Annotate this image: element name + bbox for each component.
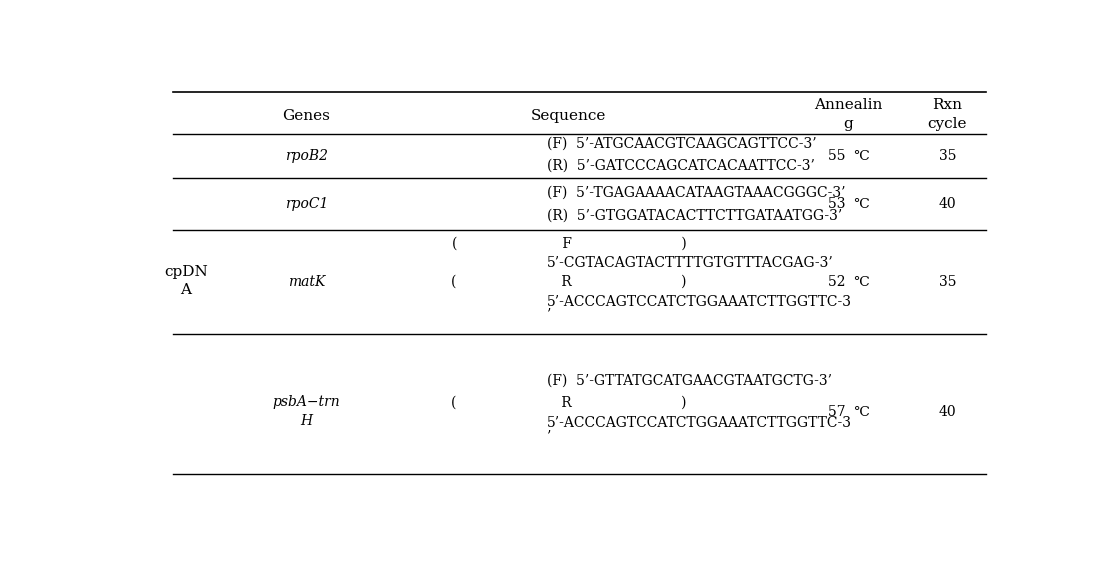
Text: 55  ℃: 55 ℃ [828,149,869,163]
Text: 57  ℃: 57 ℃ [828,405,869,419]
Text: rpoB2: rpoB2 [285,149,327,163]
Text: 35: 35 [939,275,956,288]
Text: ’: ’ [547,307,552,321]
Text: cpDN: cpDN [164,265,208,279]
Text: 53  ℃: 53 ℃ [828,197,869,211]
Text: (                        R                         ): ( R ) [451,395,687,409]
Text: (R)  5’-GATCCCAGCATCACAATTCC-3’: (R) 5’-GATCCCAGCATCACAATTCC-3’ [547,159,815,173]
Text: 40: 40 [939,197,956,211]
Text: H: H [301,414,313,428]
Text: (                        F                         ): ( F ) [452,237,686,251]
Text: Annealin: Annealin [815,98,882,112]
Text: ’: ’ [547,429,552,443]
Text: Rxn: Rxn [932,98,962,112]
Text: 5’-ACCCAGTCCATCTGGAAATCTTGGTTC-3: 5’-ACCCAGTCCATCTGGAAATCTTGGTTC-3 [547,416,852,430]
Text: Sequence: Sequence [532,109,606,123]
Text: 5’-CGTACAGTACTTTTGTGTTTACGAG-3’: 5’-CGTACAGTACTTTTGTGTTTACGAG-3’ [547,256,834,270]
Text: (F)  5’-GTTATGCATGAACGTAATGCTG-3’: (F) 5’-GTTATGCATGAACGTAATGCTG-3’ [547,374,832,388]
Text: Genes: Genes [283,109,331,123]
Text: (                        R                         ): ( R ) [451,275,687,288]
Text: (F)  5’-TGAGAAAACATAAGTAAACGGGC-3’: (F) 5’-TGAGAAAACATAAGTAAACGGGC-3’ [547,185,846,199]
Text: rpoC1: rpoC1 [285,197,329,211]
Text: psbA−trn: psbA−trn [273,395,341,409]
Text: A: A [181,283,192,297]
Text: g: g [844,117,854,131]
Text: (F)  5’-ATGCAACGTCAAGCAGTTCC-3’: (F) 5’-ATGCAACGTCAAGCAGTTCC-3’ [547,137,817,151]
Text: 35: 35 [939,149,956,163]
Text: matK: matK [287,275,325,288]
Text: (R)  5’-GTGGATACACTTCTTGATAATGG-3’: (R) 5’-GTGGATACACTTCTTGATAATGG-3’ [547,208,842,223]
Text: 52  ℃: 52 ℃ [828,275,869,288]
Text: 5’-ACCCAGTCCATCTGGAAATCTTGGTTC-3: 5’-ACCCAGTCCATCTGGAAATCTTGGTTC-3 [547,295,852,309]
Text: cycle: cycle [928,117,967,131]
Text: 40: 40 [939,405,956,419]
